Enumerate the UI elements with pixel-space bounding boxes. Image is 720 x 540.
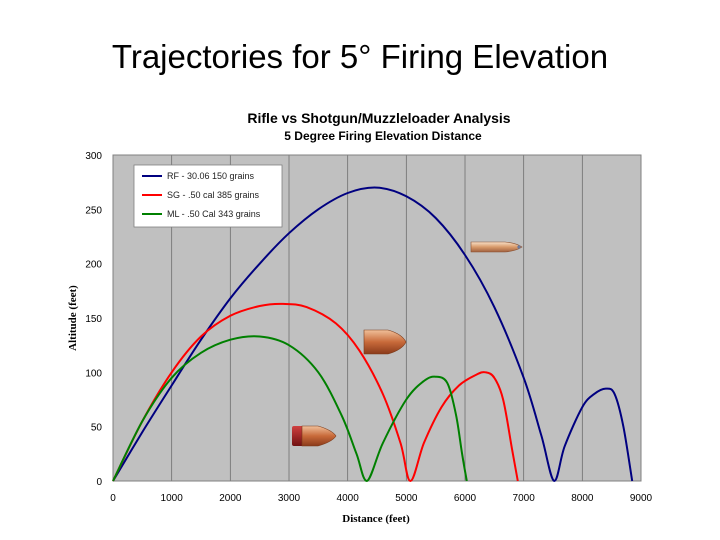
x-tick-label: 4000 <box>337 493 360 504</box>
x-tick-label: 9000 <box>630 493 653 504</box>
y-tick-label: 300 <box>85 151 102 162</box>
rifle-bullet-image <box>470 241 523 253</box>
x-tick-label: 0 <box>110 493 116 504</box>
legend: RF - 30.06 150 grains SG - .50 cal 385 gr… <box>133 164 283 228</box>
y-tick-label: 0 <box>96 477 102 488</box>
shotgun-slug-image <box>363 329 407 355</box>
muzzleloader-bullet-image <box>292 425 337 447</box>
slide-title: Trajectories for 5° Firing Elevation <box>111 38 609 75</box>
plot-border <box>112 154 642 482</box>
y-tick-label: 100 <box>85 368 102 379</box>
legend-label-3: ML - .50 Cal 343 grains <box>167 209 261 219</box>
x-tick-label: 8000 <box>571 493 594 504</box>
x-tick-label: 7000 <box>513 493 536 504</box>
y-tick-label: 250 <box>85 205 102 216</box>
series-line-1 <box>112 186 634 483</box>
y-axis-label: Altitude (feet) <box>67 285 79 351</box>
x-tick-label: 5000 <box>395 493 418 504</box>
x-tick-label: 3000 <box>278 493 301 504</box>
series-line-3 <box>112 335 468 483</box>
x-tick-label: 6000 <box>454 493 477 504</box>
x-axis-label: Distance (feet) <box>342 513 410 525</box>
x-tick-label: 1000 <box>161 493 184 504</box>
chart-title: Rifle vs Shotgun/Muzzleloader Analysis <box>247 110 510 126</box>
y-tick-label: 150 <box>85 314 102 325</box>
legend-label-1: RF - 30.06 150 grains <box>167 171 255 181</box>
x-tick-label: 2000 <box>219 493 242 504</box>
series-line-2 <box>112 302 519 483</box>
chart-subtitle: 5 Degree Firing Elevation Distance <box>284 129 482 143</box>
legend-label-2: SG - .50 cal 385 grains <box>167 190 260 200</box>
y-tick-label: 50 <box>91 423 103 434</box>
y-tick-label: 200 <box>85 260 102 271</box>
